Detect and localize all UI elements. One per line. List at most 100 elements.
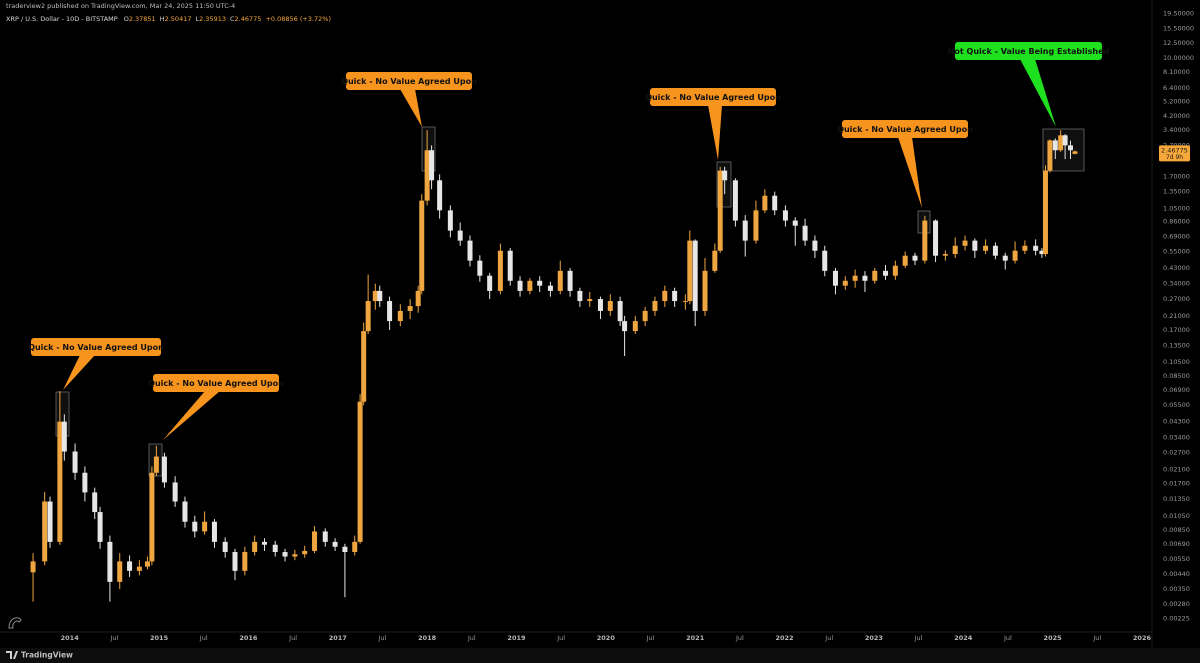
y-tick-label: 1.35000 xyxy=(1163,188,1190,196)
candle-body xyxy=(912,255,918,261)
price-tag-countdown: 7d 9h xyxy=(1166,154,1183,161)
y-tick-label: 1.70000 xyxy=(1163,172,1190,180)
x-tick-label: 2019 xyxy=(507,634,526,642)
candle-body xyxy=(842,280,848,286)
y-tick-label: 0.27000 xyxy=(1163,295,1190,303)
candle-body xyxy=(107,541,113,582)
x-tick-label: Jul xyxy=(109,634,118,642)
y-tick-label: 1.05000 xyxy=(1163,204,1190,212)
x-tick-label: Jul xyxy=(735,634,744,642)
x-tick-label: Jul xyxy=(199,634,208,642)
candle-body xyxy=(182,501,188,522)
candle-body xyxy=(972,240,978,251)
callout-text: Quick - No Value Agreed Upon xyxy=(645,93,781,102)
callout-pointer xyxy=(708,105,722,160)
x-tick-label: Jul xyxy=(378,634,387,642)
candle-body xyxy=(437,180,443,211)
candle-body xyxy=(82,472,88,493)
candle-body xyxy=(222,541,228,553)
chart-icon xyxy=(8,617,22,629)
candle-body xyxy=(772,195,778,211)
candle-body xyxy=(687,240,693,302)
y-tick-label: 0.13500 xyxy=(1163,341,1190,349)
y-tick-label: 0.34000 xyxy=(1163,280,1190,288)
candle-body xyxy=(242,552,248,571)
candle-body xyxy=(672,290,678,302)
callout-box xyxy=(31,338,161,356)
x-tick-label: 2015 xyxy=(150,634,169,642)
candle-body xyxy=(617,301,623,322)
candle-body xyxy=(232,552,238,571)
candle-body xyxy=(292,554,298,557)
y-tick-label: 2.70000 xyxy=(1163,141,1190,149)
candle-body xyxy=(457,230,463,241)
x-tick-label: 2024 xyxy=(954,634,973,642)
x-tick-label: 2023 xyxy=(865,634,883,642)
x-tick-label: 2020 xyxy=(597,634,616,642)
y-tick-label: 15.50000 xyxy=(1163,25,1194,33)
candle-body xyxy=(97,512,103,542)
candle-body xyxy=(642,310,648,322)
callout-text: Quick - No Value Agreed Upon xyxy=(28,343,164,352)
candle-body xyxy=(387,301,393,322)
callout-pointer xyxy=(898,137,922,208)
y-tick-label: 0.01350 xyxy=(1163,495,1190,503)
y-tick-label: 0.01050 xyxy=(1163,512,1190,520)
candle-body xyxy=(933,220,939,256)
x-tick-label: Jul xyxy=(288,634,297,642)
candle-body xyxy=(682,301,688,303)
candle-body xyxy=(587,299,593,302)
candle-body xyxy=(1039,250,1045,255)
brand-logo xyxy=(6,651,18,659)
y-tick-label: 12.50000 xyxy=(1163,39,1194,47)
candle-body xyxy=(732,180,738,221)
candle-body xyxy=(322,531,328,542)
y-tick-label: 0.43000 xyxy=(1163,264,1190,272)
x-tick-label: 2014 xyxy=(61,634,80,642)
y-tick-label: 4.20000 xyxy=(1163,112,1190,120)
y-tick-label: 5.20000 xyxy=(1163,98,1190,106)
candle-body xyxy=(415,290,421,307)
callout-box xyxy=(650,88,776,106)
y-tick-label: 8.10000 xyxy=(1163,68,1190,76)
x-tick-label: Jul xyxy=(914,634,923,642)
candle-body xyxy=(812,240,818,251)
price-tag xyxy=(1159,145,1190,162)
candle-body xyxy=(692,240,698,311)
x-tick-label: 2022 xyxy=(775,634,793,642)
y-tick-label: 0.55000 xyxy=(1163,248,1190,256)
candle-body xyxy=(302,550,308,555)
candle-body xyxy=(419,200,425,291)
y-tick-label: 0.00690 xyxy=(1163,540,1190,548)
callout-text: Quick - No Value Agreed Upon xyxy=(837,125,973,134)
y-tick-label: 0.02100 xyxy=(1163,466,1190,474)
x-tick-label: 2016 xyxy=(239,634,258,642)
candle-body xyxy=(1058,135,1064,151)
publisher-line: traderview2 published on TradingView.com… xyxy=(6,2,235,10)
ohlc-value: 2.37851 xyxy=(129,15,156,23)
candle-body xyxy=(712,250,718,271)
candle-body xyxy=(72,451,78,473)
candle-body xyxy=(487,275,493,291)
x-tick-label: 2025 xyxy=(1044,634,1063,642)
candle-body xyxy=(497,250,503,291)
candle-body xyxy=(211,521,217,542)
candle-body xyxy=(467,240,473,261)
x-tick-label: Jul xyxy=(1003,634,1012,642)
y-tick-label: 10.00000 xyxy=(1163,54,1194,62)
candle-body xyxy=(662,290,668,302)
callout-pointer xyxy=(1020,59,1056,127)
candle-body xyxy=(802,225,808,241)
candle-body xyxy=(47,501,53,542)
y-tick-label: 3.40000 xyxy=(1163,126,1190,134)
candle-body xyxy=(702,270,708,311)
candle-body xyxy=(92,492,98,513)
candle-body xyxy=(117,561,123,582)
candle-body xyxy=(962,240,968,246)
y-tick-label: 0.06900 xyxy=(1163,386,1190,394)
y-tick-label: 0.00280 xyxy=(1163,600,1190,608)
x-tick-label: Jul xyxy=(467,634,476,642)
candle-body xyxy=(1067,145,1073,151)
